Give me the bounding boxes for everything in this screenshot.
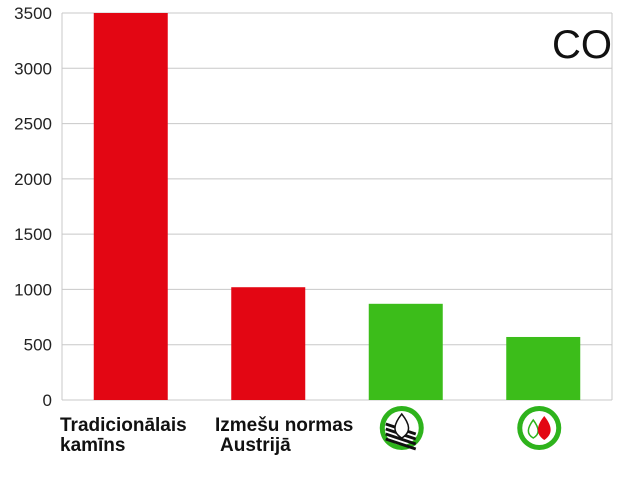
category-icons	[379, 406, 562, 451]
y-tick-label: 0	[43, 391, 52, 410]
y-tick-label: 500	[24, 336, 52, 355]
bar	[506, 336, 581, 400]
bar	[93, 13, 168, 400]
x-category-label-line: Austrijā	[220, 435, 291, 456]
y-axis-tick-labels: 0 500 1000 1500 2000 2500 3000 3500	[14, 4, 52, 410]
stove-flame-icon	[379, 406, 424, 451]
y-tick-label: 2500	[14, 115, 52, 134]
gas-label: CO	[552, 23, 612, 67]
x-category-label-line: Izmešu normas	[215, 415, 354, 436]
x-category-label: Izmešu normas Austrijā	[215, 416, 353, 456]
x-category-label-line: kamīns	[60, 435, 126, 456]
y-tick-label: 3000	[14, 59, 52, 78]
x-category-label-line: Tradicionālais	[60, 415, 187, 436]
y-tick-label: 2000	[14, 170, 52, 189]
bars	[93, 13, 581, 400]
y-tick-label: 1500	[14, 225, 52, 244]
fire-drop-icon	[517, 406, 562, 450]
bar	[368, 303, 443, 400]
y-tick-label: 1000	[14, 280, 52, 299]
bar	[231, 287, 306, 400]
y-tick-label: 3500	[14, 4, 52, 23]
x-category-label: Tradicionālais kamīns	[60, 416, 187, 456]
